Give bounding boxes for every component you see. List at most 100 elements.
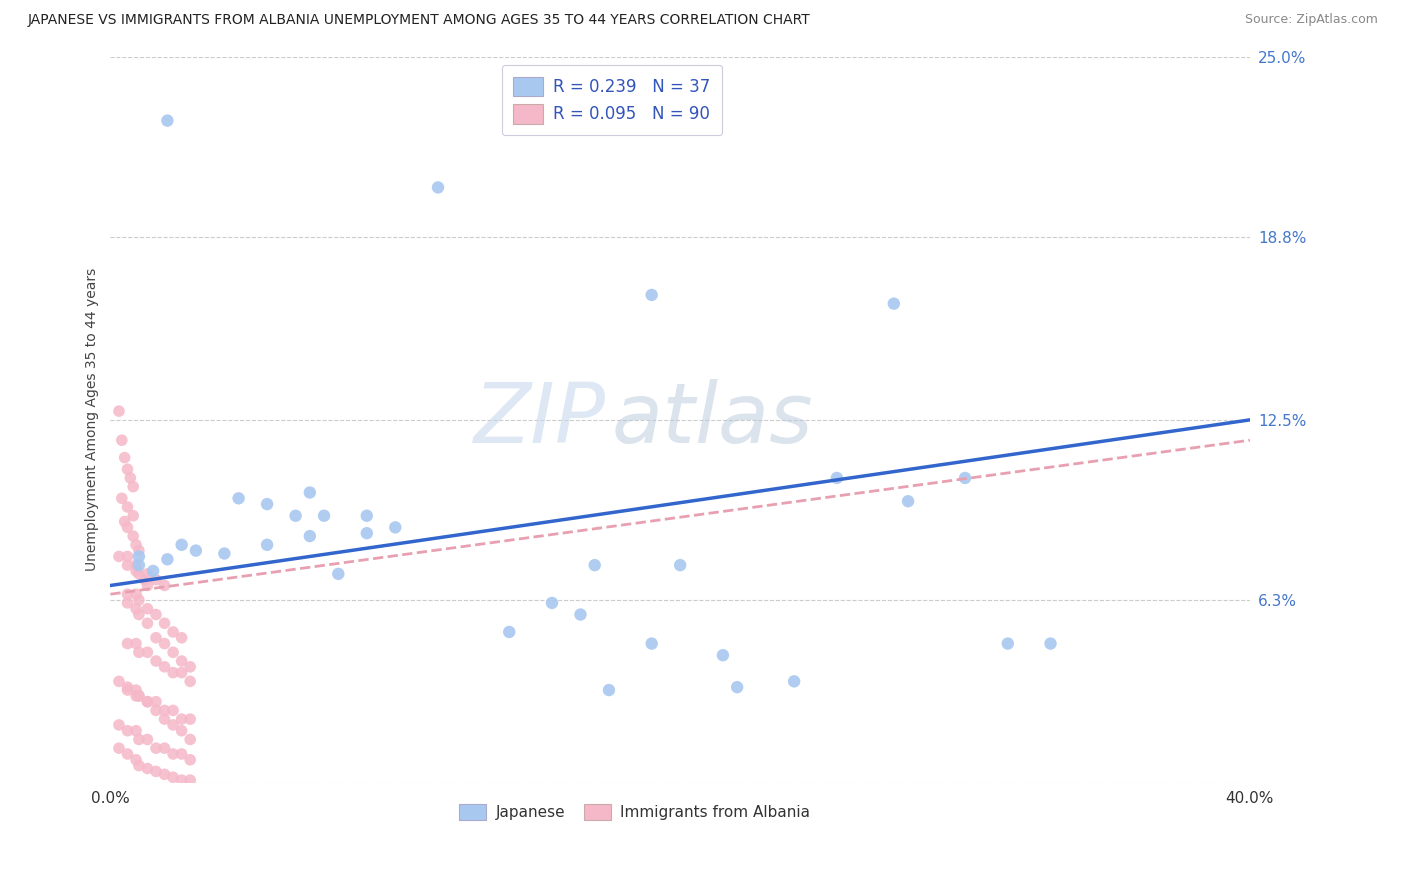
Point: [125, 753, 148, 767]
Point: [356, 508, 378, 523]
Point: [128, 593, 150, 607]
Point: [145, 703, 167, 717]
Point: [128, 689, 150, 703]
Point: [125, 564, 148, 578]
Point: [117, 747, 139, 761]
Point: [184, 543, 207, 558]
Point: [179, 712, 201, 726]
Point: [328, 566, 350, 581]
Point: [356, 526, 378, 541]
Point: [162, 624, 184, 639]
Point: [153, 703, 176, 717]
Point: [669, 558, 692, 573]
Point: [108, 741, 131, 756]
Point: [145, 607, 167, 622]
Point: [136, 578, 159, 592]
Point: [111, 433, 134, 447]
Point: [153, 637, 176, 651]
Point: [162, 718, 184, 732]
Point: [128, 543, 150, 558]
Point: [125, 723, 148, 738]
Point: [153, 616, 176, 631]
Point: [142, 564, 165, 578]
Point: [162, 665, 184, 680]
Point: [153, 712, 176, 726]
Point: [214, 547, 236, 561]
Point: [156, 113, 179, 128]
Point: [128, 566, 150, 581]
Point: [153, 741, 176, 756]
Point: [117, 520, 139, 534]
Point: [312, 508, 335, 523]
Text: JAPANESE VS IMMIGRANTS FROM ALBANIA UNEMPLOYMENT AMONG AGES 35 TO 44 YEARS CORRE: JAPANESE VS IMMIGRANTS FROM ALBANIA UNEM…: [28, 13, 811, 28]
Point: [641, 288, 664, 302]
Point: [145, 764, 167, 779]
Point: [136, 601, 159, 615]
Point: [117, 637, 139, 651]
Point: [883, 296, 905, 310]
Point: [108, 549, 131, 564]
Point: [298, 485, 321, 500]
Point: [117, 500, 139, 514]
Point: [298, 529, 321, 543]
Point: [128, 549, 150, 564]
Point: [136, 645, 159, 659]
Point: [953, 471, 976, 485]
Text: Source: ZipAtlas.com: Source: ZipAtlas.com: [1244, 13, 1378, 27]
Text: ZIP: ZIP: [474, 379, 606, 460]
Point: [136, 695, 159, 709]
Point: [170, 723, 193, 738]
Point: [825, 471, 848, 485]
Point: [583, 558, 606, 573]
Point: [125, 637, 148, 651]
Point: [128, 607, 150, 622]
Point: [569, 607, 592, 622]
Point: [541, 596, 564, 610]
Point: [136, 762, 159, 776]
Text: atlas: atlas: [612, 379, 814, 460]
Point: [256, 538, 278, 552]
Point: [114, 515, 136, 529]
Point: [136, 732, 159, 747]
Point: [117, 723, 139, 738]
Point: [179, 674, 201, 689]
Point: [136, 695, 159, 709]
Point: [170, 654, 193, 668]
Point: [128, 758, 150, 772]
Point: [783, 674, 806, 689]
Point: [179, 732, 201, 747]
Point: [170, 773, 193, 788]
Point: [711, 648, 734, 663]
Y-axis label: Unemployment Among Ages 35 to 44 years: Unemployment Among Ages 35 to 44 years: [86, 268, 100, 572]
Point: [122, 508, 145, 523]
Point: [117, 683, 139, 698]
Point: [128, 645, 150, 659]
Point: [120, 471, 142, 485]
Point: [128, 732, 150, 747]
Point: [162, 770, 184, 784]
Point: [153, 767, 176, 781]
Point: [134, 573, 156, 587]
Point: [145, 695, 167, 709]
Point: [136, 616, 159, 631]
Point: [125, 689, 148, 703]
Point: [162, 645, 184, 659]
Point: [1039, 637, 1062, 651]
Point: [111, 491, 134, 506]
Point: [256, 497, 278, 511]
Point: [228, 491, 250, 506]
Point: [117, 596, 139, 610]
Point: [156, 552, 179, 566]
Point: [117, 462, 139, 476]
Point: [641, 637, 664, 651]
Point: [117, 587, 139, 601]
Point: [125, 538, 148, 552]
Point: [170, 538, 193, 552]
Point: [170, 747, 193, 761]
Point: [427, 180, 450, 194]
Point: [145, 631, 167, 645]
Point: [384, 520, 406, 534]
Point: [125, 683, 148, 698]
Point: [122, 480, 145, 494]
Point: [284, 508, 307, 523]
